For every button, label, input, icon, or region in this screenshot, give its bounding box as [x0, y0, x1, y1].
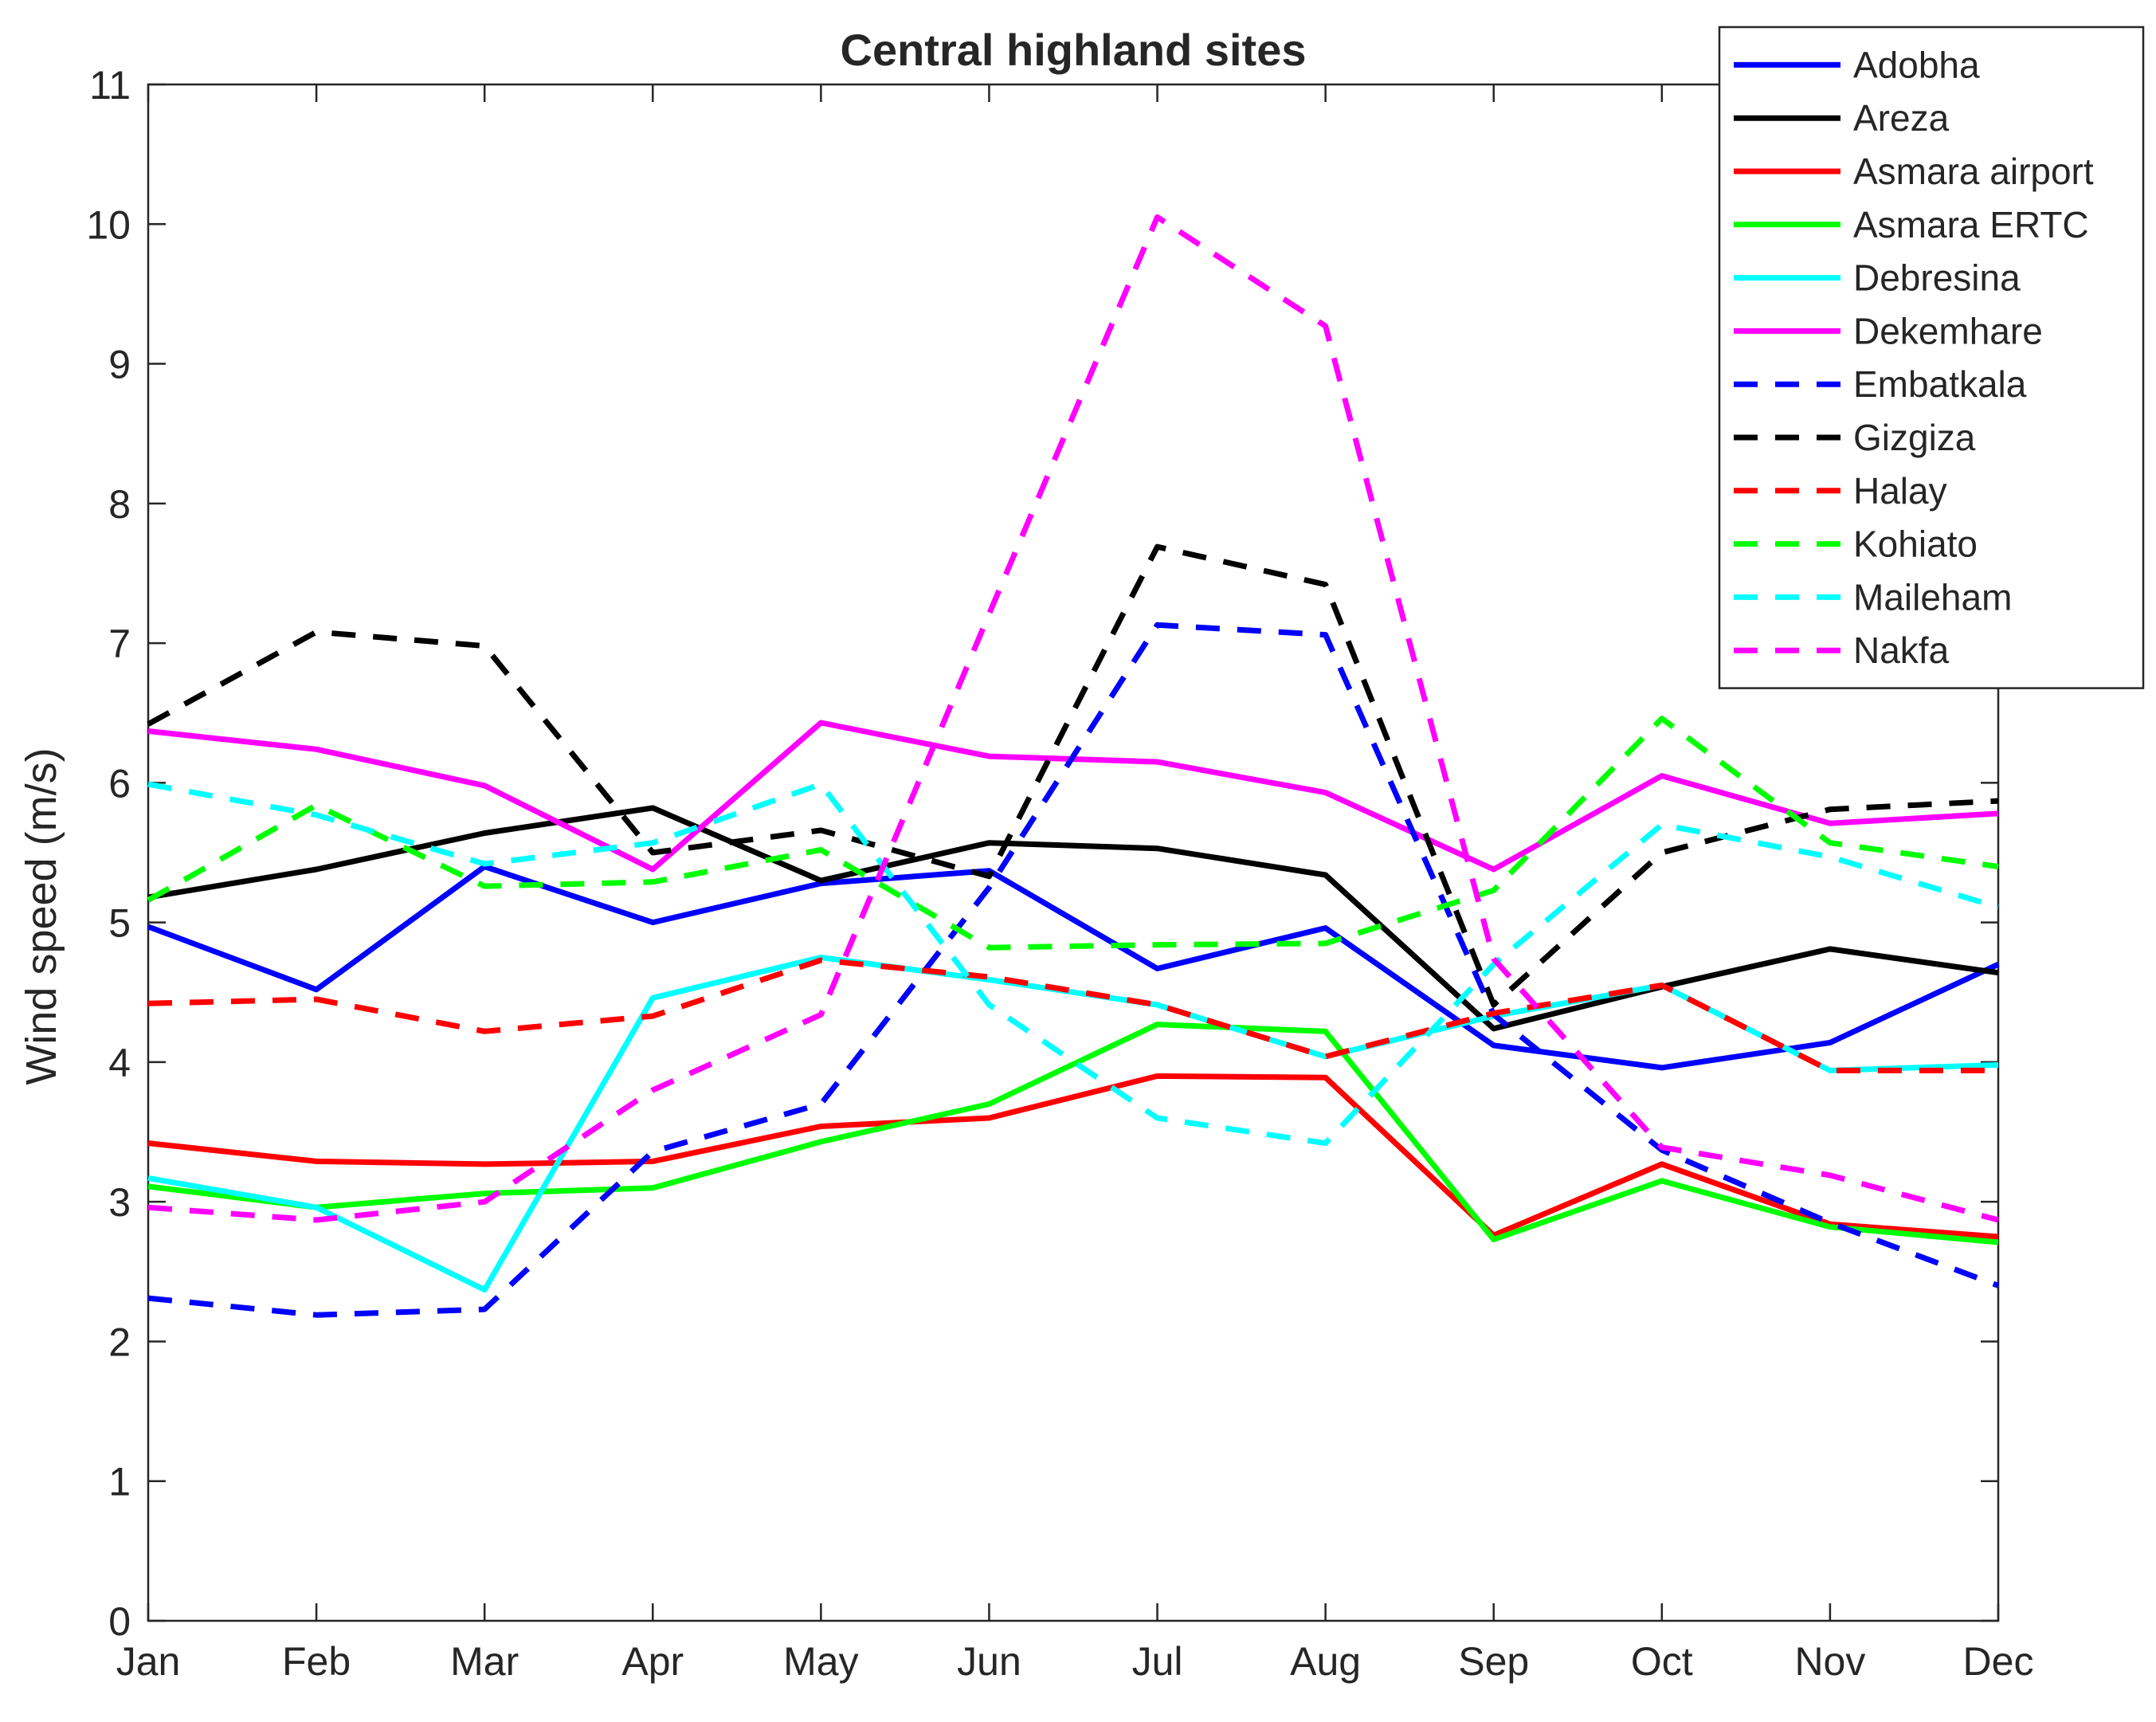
legend-label: Asmara ERTC: [1853, 204, 2089, 245]
series-line-gizgiza: [147, 543, 1999, 1008]
y-tick-label: 7: [108, 622, 131, 666]
y-axis-label: Wind speed (m/s): [18, 747, 65, 1085]
x-tick-label: Sep: [1458, 1639, 1529, 1684]
y-tick-label: 4: [108, 1041, 131, 1085]
legend-box: [1718, 25, 2145, 689]
series-line-adobha: [147, 864, 2000, 1071]
series-line-areza: [147, 805, 1999, 1032]
x-tick-label: Jun: [957, 1639, 1021, 1684]
legend-label: Halay: [1853, 470, 1947, 512]
y-tick-label: 11: [89, 63, 131, 108]
legend-label: Embatkala: [1853, 363, 2027, 405]
x-tick-label: Jan: [116, 1639, 181, 1684]
legend-label: Nakfa: [1853, 630, 1950, 671]
y-tick-label: 1: [108, 1460, 131, 1504]
y-tick-label: 10: [86, 202, 131, 247]
legend-label: Maileham: [1853, 576, 2012, 618]
legend-label: Areza: [1853, 97, 1950, 139]
x-tick-label: Apr: [621, 1639, 684, 1684]
series-line-embatkala: [147, 622, 2000, 1318]
legend-label: Kohiato: [1853, 524, 1978, 565]
legend-label: Debresina: [1853, 257, 2021, 299]
x-tick-label: Dec: [1963, 1639, 2034, 1684]
x-tick-label: Jul: [1132, 1639, 1183, 1684]
legend-label: Adobha: [1853, 44, 1980, 85]
x-tick-label: Mar: [450, 1639, 519, 1684]
series-line-nakfa: [147, 214, 1999, 1223]
x-tick-label: Feb: [282, 1639, 351, 1684]
y-tick-label: 0: [108, 1599, 131, 1644]
y-tick-label: 6: [108, 761, 131, 806]
plot-area: [147, 83, 2000, 1622]
series-line-asmara-ertc: [147, 1022, 1999, 1245]
legend: Adobha Areza Asmara airport Asmara ERTC Debr…: [1718, 25, 2145, 689]
y-tick-label: 5: [108, 901, 131, 946]
legend-label: Asmara airport: [1853, 151, 2094, 192]
series-line-halay: [147, 957, 1998, 1073]
x-tick-label: Aug: [1290, 1639, 1361, 1684]
series-line-asmara-airport: [147, 1073, 1999, 1240]
axis-ticks: 0 1 2 3 4 5 6 7 8 9 10 11 Jan Feb Mar Apr May Jun Jul Aug Se…: [86, 63, 2033, 1684]
x-tick-label: Oct: [1631, 1639, 1693, 1684]
y-tick-label: 9: [108, 343, 131, 387]
series-lines: [147, 214, 2000, 1318]
x-tick-label: Nov: [1794, 1639, 1865, 1684]
series-line-kohiato: [147, 716, 1999, 951]
x-tick-label: May: [783, 1639, 858, 1684]
legend-label: Dekemhare: [1853, 310, 2043, 351]
y-tick-label: 2: [108, 1320, 131, 1364]
chart-title: Central highland sites: [841, 25, 1307, 75]
y-tick-label: 3: [108, 1180, 131, 1225]
series-line-maileham: [147, 781, 2000, 1147]
y-tick-label: 8: [108, 482, 131, 527]
legend-label: Gizgiza: [1853, 417, 1976, 458]
